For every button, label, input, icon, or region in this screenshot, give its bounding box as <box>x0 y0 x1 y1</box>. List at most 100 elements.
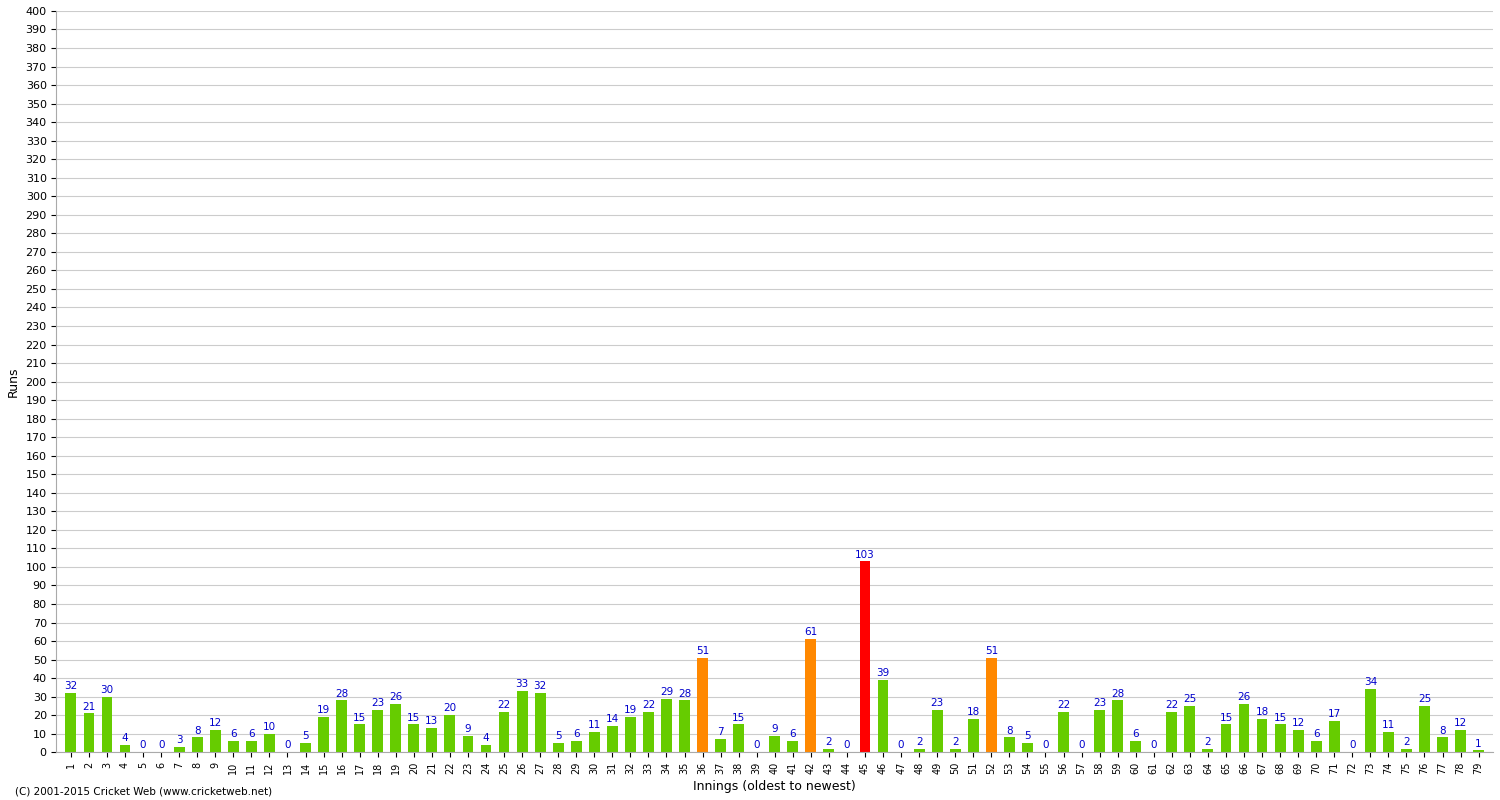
Bar <box>572 741 582 752</box>
Text: 23: 23 <box>370 698 384 708</box>
Text: 23: 23 <box>1094 698 1106 708</box>
Text: 15: 15 <box>1220 713 1233 722</box>
Text: 0: 0 <box>140 741 147 750</box>
Text: 10: 10 <box>262 722 276 732</box>
Text: 39: 39 <box>876 668 890 678</box>
Text: 12: 12 <box>1454 718 1467 728</box>
Text: 2: 2 <box>825 737 833 746</box>
Text: 8: 8 <box>1007 726 1013 735</box>
Text: 3: 3 <box>176 735 183 745</box>
Bar <box>462 735 474 752</box>
Bar <box>246 741 256 752</box>
Text: 0: 0 <box>1078 741 1084 750</box>
Text: 2: 2 <box>1402 737 1410 746</box>
Bar <box>590 732 600 752</box>
Bar <box>408 725 419 752</box>
Text: 33: 33 <box>516 679 528 690</box>
Bar <box>698 658 708 752</box>
Bar <box>102 697 112 752</box>
Bar <box>734 725 744 752</box>
Bar <box>120 745 130 752</box>
Bar <box>770 735 780 752</box>
Text: 7: 7 <box>717 727 724 738</box>
Bar <box>1437 738 1448 752</box>
Bar <box>1311 741 1322 752</box>
Bar <box>1365 690 1376 752</box>
Text: 22: 22 <box>1166 700 1179 710</box>
Bar <box>372 710 382 752</box>
Bar <box>824 749 834 752</box>
Bar <box>1293 730 1304 752</box>
Bar <box>806 639 816 752</box>
Bar <box>716 739 726 752</box>
Bar <box>192 738 202 752</box>
Bar <box>516 691 528 752</box>
Bar <box>1473 750 1484 752</box>
Text: 4: 4 <box>122 733 129 743</box>
Bar <box>1275 725 1286 752</box>
Text: 6: 6 <box>1312 730 1320 739</box>
Text: 2: 2 <box>916 737 922 746</box>
Bar <box>354 725 364 752</box>
Bar <box>1329 721 1340 752</box>
Text: 51: 51 <box>696 646 709 656</box>
Text: 28: 28 <box>678 689 692 698</box>
Text: 32: 32 <box>534 681 548 691</box>
Text: 28: 28 <box>334 689 348 698</box>
Bar <box>1257 719 1268 752</box>
Text: 15: 15 <box>732 713 746 722</box>
Text: 15: 15 <box>406 713 420 722</box>
Bar <box>390 704 400 752</box>
Bar <box>534 693 546 752</box>
Bar <box>1203 749 1214 752</box>
Bar <box>968 719 978 752</box>
Text: 19: 19 <box>316 706 330 715</box>
Bar <box>1022 743 1034 752</box>
Bar <box>318 717 328 752</box>
Bar <box>1167 711 1178 752</box>
Y-axis label: Runs: Runs <box>8 366 20 397</box>
Text: 13: 13 <box>424 716 438 726</box>
Text: 1: 1 <box>1476 738 1482 749</box>
Text: 0: 0 <box>1348 741 1356 750</box>
Bar <box>174 746 184 752</box>
Bar <box>1455 730 1466 752</box>
Text: 0: 0 <box>753 741 760 750</box>
Text: 5: 5 <box>302 731 309 741</box>
Bar <box>1239 704 1250 752</box>
Bar <box>1383 732 1394 752</box>
Text: 0: 0 <box>1150 741 1156 750</box>
Bar <box>1131 741 1142 752</box>
Text: 17: 17 <box>1328 709 1341 719</box>
Bar <box>788 741 798 752</box>
Text: 15: 15 <box>1274 713 1287 722</box>
Text: 4: 4 <box>483 733 489 743</box>
Text: (C) 2001-2015 Cricket Web (www.cricketweb.net): (C) 2001-2015 Cricket Web (www.cricketwe… <box>15 786 272 796</box>
Text: 22: 22 <box>642 700 656 710</box>
Bar <box>66 693 76 752</box>
Text: 32: 32 <box>64 681 78 691</box>
Text: 61: 61 <box>804 627 818 638</box>
Bar <box>914 749 924 752</box>
Text: 22: 22 <box>498 700 510 710</box>
Bar <box>986 658 996 752</box>
Text: 11: 11 <box>588 720 602 730</box>
Bar <box>336 700 346 752</box>
Bar <box>1185 706 1196 752</box>
Bar <box>1058 711 1070 752</box>
Text: 8: 8 <box>194 726 201 735</box>
Text: 2: 2 <box>952 737 958 746</box>
Text: 6: 6 <box>789 730 796 739</box>
Text: 6: 6 <box>230 730 237 739</box>
Text: 29: 29 <box>660 686 674 697</box>
Bar <box>644 711 654 752</box>
Text: 14: 14 <box>606 714 619 725</box>
Text: 20: 20 <box>444 703 456 714</box>
Bar <box>426 728 438 752</box>
Text: 12: 12 <box>209 718 222 728</box>
Text: 15: 15 <box>352 713 366 722</box>
Text: 0: 0 <box>158 741 165 750</box>
Text: 25: 25 <box>1418 694 1431 704</box>
Text: 8: 8 <box>1438 726 1446 735</box>
Bar <box>444 715 456 752</box>
